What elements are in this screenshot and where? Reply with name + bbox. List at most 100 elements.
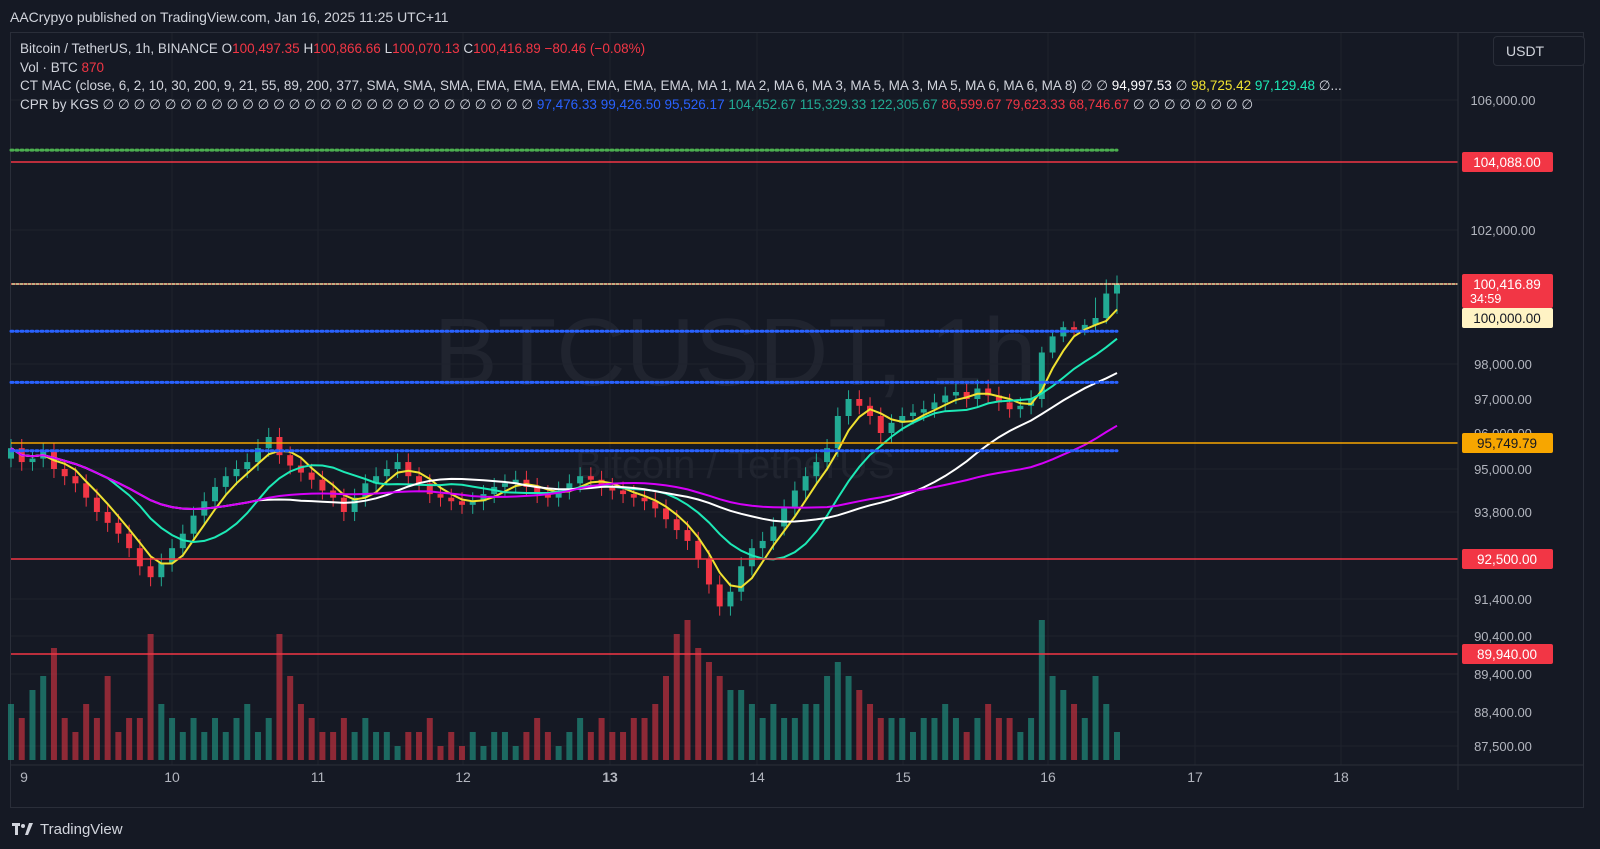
volume-bar <box>716 676 723 760</box>
volume-bar <box>684 620 691 760</box>
legend-cpr-row[interactable]: CPR by KGS ∅ ∅ ∅ ∅ ∅ ∅ ∅ ∅ ∅ ∅ ∅ ∅ ∅ ∅ ∅… <box>20 96 1342 115</box>
volume-bar <box>963 732 970 760</box>
symbol-title[interactable]: Bitcoin / TetherUS, 1h, BINANCE <box>20 41 218 56</box>
candle-body <box>781 508 788 527</box>
volume-bar <box>405 732 412 760</box>
candle-body <box>72 476 79 484</box>
candle-body <box>8 448 14 459</box>
volume-bar <box>308 718 315 760</box>
price-tick: 90,400.00 <box>1474 629 1532 644</box>
candle-body <box>856 399 863 406</box>
volume-bar <box>437 746 444 760</box>
cpr-empty-pre: ∅ ∅ ∅ ∅ ∅ ∅ ∅ ∅ ∅ ∅ ∅ ∅ ∅ ∅ ∅ ∅ ∅ ∅ ∅ ∅ … <box>102 96 534 112</box>
volume-bar <box>373 732 380 760</box>
ctmac-value-2: 98,725.42 <box>1191 78 1252 93</box>
volume-bar <box>781 718 788 760</box>
candle-body <box>985 388 992 396</box>
watermark-symbol: BTCUSDT, 1h <box>434 299 1037 406</box>
candle-body <box>705 559 712 585</box>
cpr-value-b3: 95,526.17 <box>664 96 725 112</box>
ctmac-value-3: 97,129.48 <box>1254 78 1315 93</box>
cpr-value-b1: 97,476.33 <box>536 96 597 112</box>
volume-bar <box>254 732 261 760</box>
candle-body <box>824 448 831 463</box>
tradingview-footer[interactable]: TradingView <box>12 821 123 838</box>
volume-bar <box>920 718 927 760</box>
volume-bar <box>877 718 884 760</box>
candle-body <box>566 483 573 491</box>
price-tick: 88,400.00 <box>1474 705 1532 720</box>
ctmac-label: CT MAC (close, 6, 2, 10, 30, 200, 9, 21,… <box>20 78 1077 93</box>
candle-body <box>351 497 358 512</box>
volume-bar <box>695 648 702 760</box>
candle-body <box>952 392 959 396</box>
volume-bar <box>83 704 90 760</box>
candle-body <box>158 562 165 578</box>
candle-body <box>244 462 251 469</box>
candle-body <box>233 469 240 477</box>
price-tick: 91,400.00 <box>1474 592 1532 607</box>
volume-bar <box>50 648 57 760</box>
volume-bars <box>8 620 1120 760</box>
candle-body <box>437 494 444 498</box>
volume-bar <box>909 732 916 760</box>
currency-selector[interactable]: USDT <box>1493 36 1585 66</box>
price-tick: 89,400.00 <box>1474 667 1532 682</box>
time-tick: 12 <box>455 769 471 785</box>
volume-bar <box>834 662 841 760</box>
candle-body <box>963 392 970 399</box>
volume-bar <box>523 732 530 760</box>
volume-bar <box>555 746 562 760</box>
candle-body <box>920 409 927 413</box>
volume-bar <box>1006 718 1013 760</box>
volume-bar <box>995 718 1002 760</box>
open-label: O <box>221 41 233 56</box>
volume-bar <box>802 704 809 760</box>
volume-bar <box>1049 676 1056 760</box>
cpr-value-r1: 86,599.67 <box>941 96 1002 112</box>
candle-body <box>512 479 519 484</box>
volume-bar <box>244 704 251 760</box>
volume-bar <box>620 732 627 760</box>
volume-bar <box>888 718 895 760</box>
volume-bar <box>1017 732 1024 760</box>
legend-volume-row[interactable]: Vol · BTC 870 <box>20 59 1342 78</box>
volume-bar <box>501 732 508 760</box>
volume-bar <box>158 704 165 760</box>
high-label: H <box>303 41 314 56</box>
volume-bar <box>297 704 304 760</box>
candle-body <box>899 416 906 423</box>
moving-averages <box>10 308 1118 589</box>
open-value: 100,497.35 <box>232 41 300 56</box>
time-tick: 13 <box>602 769 618 785</box>
volume-bar <box>759 718 766 760</box>
candle-body <box>1081 324 1088 330</box>
volume-label: Vol · BTC <box>20 59 78 75</box>
volume-bar <box>1114 732 1120 760</box>
candle-body <box>609 486 616 491</box>
volume-bar <box>169 718 176 760</box>
candle-body <box>147 566 154 578</box>
candle-body <box>287 455 294 466</box>
volume-bar <box>598 718 605 760</box>
tradingview-logo-icon <box>12 822 34 838</box>
volume-bar <box>416 732 423 760</box>
candle-body <box>727 591 734 607</box>
time-tick: 18 <box>1333 769 1349 785</box>
candle-body <box>738 566 745 592</box>
candle-body <box>1049 336 1056 353</box>
legend-ctmac-row[interactable]: CT MAC (close, 6, 2, 10, 30, 200, 9, 21,… <box>20 77 1342 96</box>
price-label-text: 95,749.79 <box>1477 436 1537 451</box>
volume-bar <box>491 732 498 760</box>
candle-body <box>405 462 412 477</box>
close-label: C <box>463 41 474 56</box>
volume-bar <box>652 704 659 760</box>
volume-bar <box>587 732 594 760</box>
volume-bar <box>330 732 337 760</box>
volume-bar <box>1081 718 1088 760</box>
candle-body <box>684 530 691 541</box>
volume-bar <box>867 704 874 760</box>
volume-bar <box>705 662 712 760</box>
